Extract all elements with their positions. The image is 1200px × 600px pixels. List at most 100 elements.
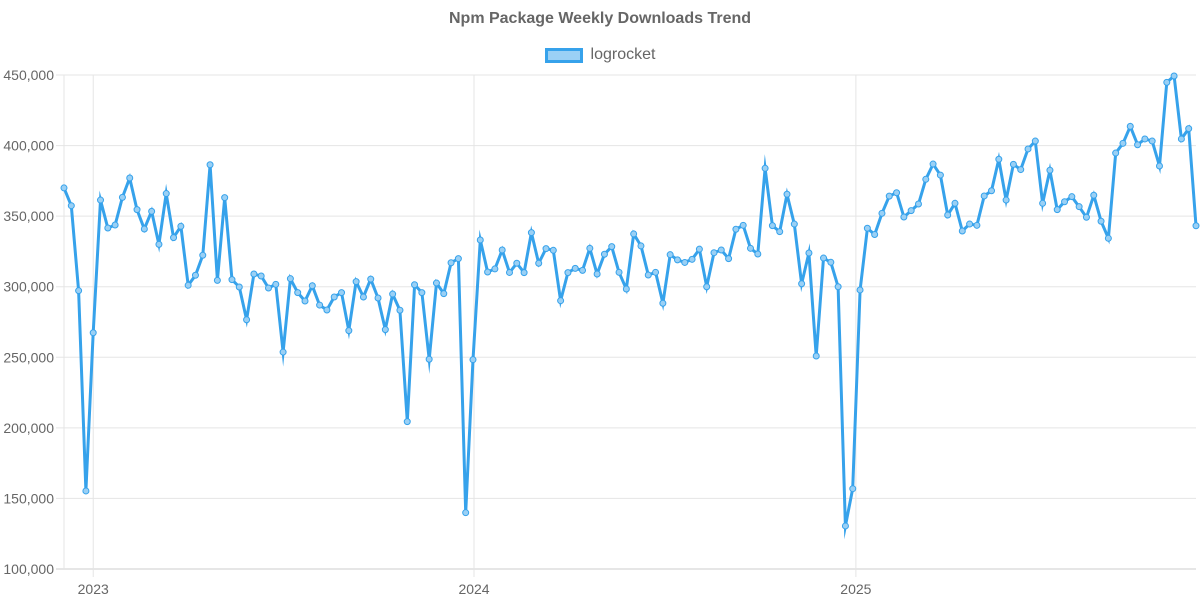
data-point[interactable] [235,283,243,291]
data-point[interactable] [1104,234,1112,242]
data-point[interactable] [1163,78,1171,86]
data-point[interactable] [914,200,922,208]
data-point[interactable] [798,280,806,288]
data-point[interactable] [856,286,864,294]
data-point[interactable] [1031,137,1039,145]
data-point[interactable] [469,356,477,364]
data-point[interactable] [389,290,397,298]
data-point[interactable] [944,211,952,219]
data-point[interactable] [747,244,755,252]
data-point[interactable] [89,329,97,337]
data-point[interactable] [148,207,156,215]
data-point[interactable] [162,190,170,198]
data-point[interactable] [1075,203,1083,211]
data-point[interactable] [498,246,506,254]
data-point[interactable] [790,220,798,228]
data-point[interactable] [958,227,966,235]
data-point[interactable] [907,207,915,215]
data-point[interactable] [893,189,901,197]
data-point[interactable] [1017,166,1025,174]
data-point[interactable] [272,280,280,288]
data-point[interactable] [1148,137,1156,145]
data-point[interactable] [739,221,747,229]
data-point[interactable] [184,281,192,289]
data-point[interactable] [725,255,733,263]
data-point[interactable] [608,243,616,251]
data-point[interactable] [827,258,835,266]
data-point[interactable] [703,283,711,291]
data-point[interactable] [425,355,433,363]
data-point[interactable] [1119,139,1127,147]
data-point[interactable] [900,213,908,221]
data-point[interactable] [338,289,346,297]
data-point[interactable] [768,222,776,230]
data-point[interactable] [973,221,981,229]
data-point[interactable] [484,268,492,276]
data-point[interactable] [1046,166,1054,174]
data-point[interactable] [352,278,360,286]
data-point[interactable] [257,272,265,280]
data-point[interactable] [1009,160,1017,168]
data-point[interactable] [323,306,331,314]
data-point[interactable] [630,230,638,238]
data-point[interactable] [432,279,440,287]
data-point[interactable] [1170,72,1178,80]
data-point[interactable] [812,352,820,360]
legend-swatch-logrocket[interactable] [544,47,583,63]
data-point[interactable] [988,187,996,195]
data-point[interactable] [600,250,608,258]
data-point[interactable] [717,246,725,254]
data-point[interactable] [659,299,667,307]
data-point[interactable] [155,240,163,248]
data-point[interactable] [688,255,696,263]
data-point[interactable] [301,297,309,305]
data-point[interactable] [170,234,178,242]
data-point[interactable] [929,160,937,168]
data-point[interactable] [243,316,251,324]
data-point[interactable] [564,269,572,277]
data-point[interactable] [308,282,316,290]
data-point[interactable] [82,487,90,495]
data-point[interactable] [681,258,689,266]
data-point[interactable] [447,259,455,267]
data-point[interactable] [1061,198,1069,206]
data-point[interactable] [67,202,75,210]
data-point[interactable] [732,225,740,233]
data-point[interactable] [1053,206,1061,214]
data-point[interactable] [863,224,871,232]
data-point[interactable] [673,256,681,264]
data-point[interactable] [1155,162,1163,170]
data-point[interactable] [191,271,199,279]
data-point[interactable] [922,175,930,183]
data-point[interactable] [1112,149,1120,157]
data-point[interactable] [462,509,470,517]
data-point[interactable] [1002,196,1010,204]
data-point[interactable] [1141,135,1149,143]
data-point[interactable] [97,196,105,204]
data-point[interactable] [140,225,148,233]
data-point[interactable] [593,270,601,278]
data-point[interactable] [286,275,294,283]
data-point[interactable] [644,271,652,279]
data-point[interactable] [980,192,988,200]
data-point[interactable] [542,245,550,253]
data-point[interactable] [761,164,769,172]
data-point[interactable] [1039,199,1047,207]
legend[interactable]: logrocket [0,46,1200,64]
data-point[interactable] [1097,217,1105,225]
data-point[interactable] [75,287,83,295]
data-point[interactable] [228,276,236,284]
data-point[interactable] [440,290,448,298]
data-point[interactable] [330,293,338,301]
data-point[interactable] [1177,135,1185,143]
data-point[interactable] [966,220,974,228]
data-point[interactable] [418,289,426,297]
data-point[interactable] [995,155,1003,163]
data-point[interactable] [1192,222,1200,230]
data-point[interactable] [776,228,784,236]
legend-label-logrocket[interactable]: logrocket [590,46,656,63]
data-point[interactable] [841,522,849,530]
data-point[interactable] [805,249,813,257]
data-point[interactable] [126,174,134,182]
data-point[interactable] [637,242,645,250]
